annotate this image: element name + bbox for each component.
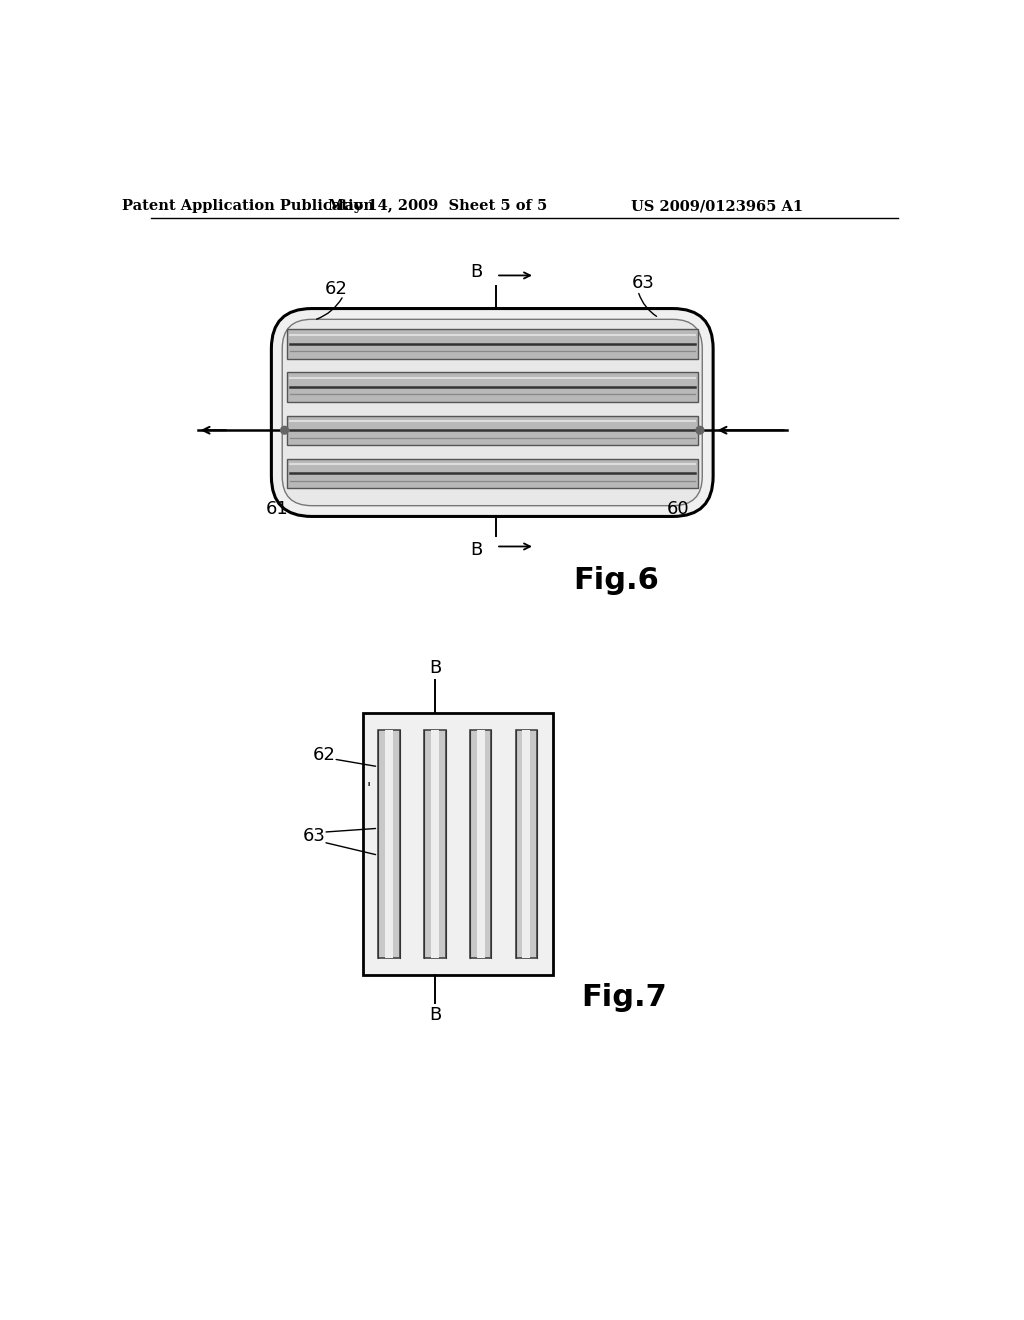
Text: May 14, 2009  Sheet 5 of 5: May 14, 2009 Sheet 5 of 5 bbox=[329, 199, 548, 213]
Text: US 2009/0123965 A1: US 2009/0123965 A1 bbox=[631, 199, 803, 213]
Text: B: B bbox=[470, 541, 482, 558]
Text: ': ' bbox=[367, 783, 371, 797]
Text: 62: 62 bbox=[312, 746, 336, 764]
Bar bbox=[477, 730, 484, 958]
Bar bbox=[470, 730, 492, 958]
Text: Fig.7: Fig.7 bbox=[582, 983, 667, 1012]
Bar bbox=[287, 372, 697, 401]
Bar bbox=[515, 730, 538, 958]
Bar bbox=[287, 459, 697, 488]
Circle shape bbox=[281, 426, 289, 434]
Bar bbox=[385, 730, 393, 958]
Bar bbox=[424, 730, 445, 958]
Bar bbox=[287, 330, 697, 359]
Text: B: B bbox=[429, 659, 441, 677]
Text: Fig.6: Fig.6 bbox=[573, 566, 659, 595]
FancyBboxPatch shape bbox=[271, 309, 713, 516]
Text: 63: 63 bbox=[632, 275, 654, 292]
Text: 62: 62 bbox=[325, 280, 347, 298]
Text: Patent Application Publication: Patent Application Publication bbox=[122, 199, 374, 213]
FancyBboxPatch shape bbox=[283, 319, 702, 506]
Text: 63: 63 bbox=[302, 828, 326, 845]
Text: 60: 60 bbox=[667, 500, 689, 517]
Bar bbox=[378, 730, 400, 958]
Text: 61: 61 bbox=[266, 500, 289, 517]
Bar bbox=[522, 730, 530, 958]
Bar bbox=[431, 730, 438, 958]
Bar bbox=[362, 713, 553, 974]
Circle shape bbox=[696, 426, 703, 434]
Text: B: B bbox=[470, 264, 482, 281]
Text: B: B bbox=[429, 1006, 441, 1023]
Bar bbox=[287, 416, 697, 445]
